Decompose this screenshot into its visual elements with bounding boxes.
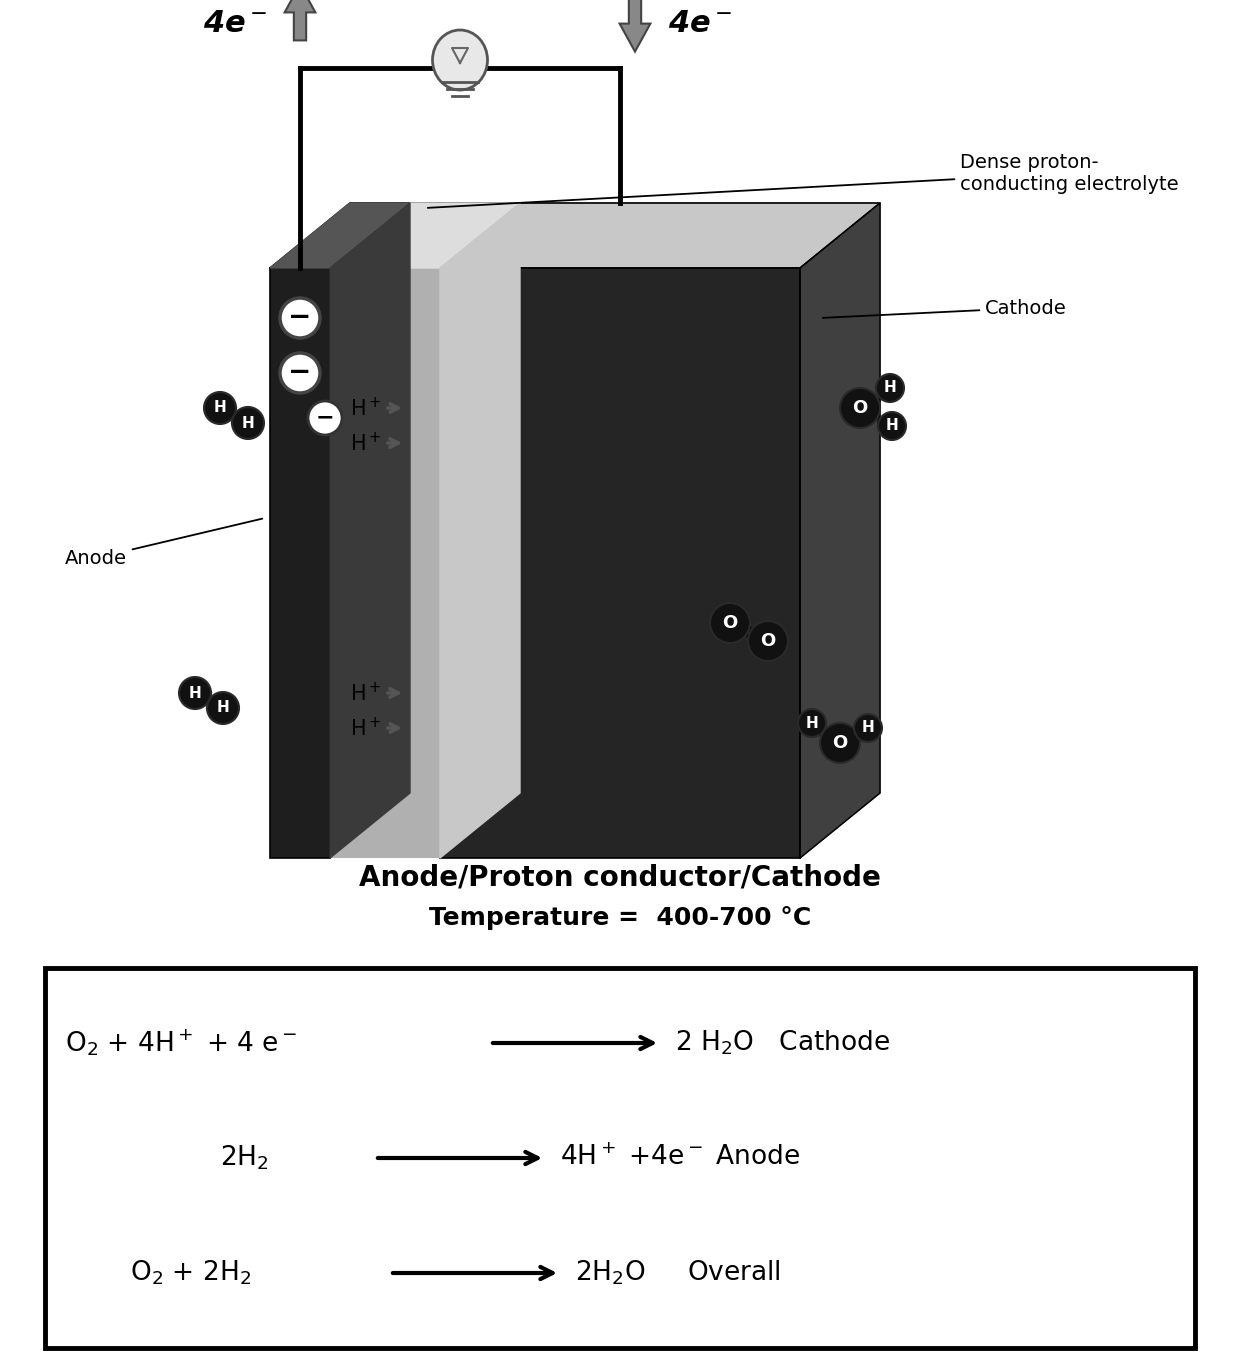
Polygon shape (800, 202, 880, 858)
Text: −: − (289, 358, 311, 386)
Bar (270, 268, 330, 858)
Polygon shape (440, 202, 520, 858)
Text: H: H (862, 721, 874, 736)
Text: 4H$^+$ +4e$^-$ Anode: 4H$^+$ +4e$^-$ Anode (560, 1145, 800, 1171)
Circle shape (854, 714, 882, 741)
Text: H$^+$: H$^+$ (350, 681, 382, 705)
Circle shape (878, 412, 906, 440)
Text: Dense proton-
conducting electrolyte: Dense proton- conducting electrolyte (428, 152, 1179, 208)
Circle shape (820, 724, 861, 763)
Circle shape (875, 373, 904, 402)
Text: H$^+$: H$^+$ (350, 717, 382, 740)
Text: H: H (213, 401, 227, 416)
Text: H: H (217, 700, 229, 715)
Text: Anode/Proton conductor/Cathode: Anode/Proton conductor/Cathode (360, 865, 880, 892)
Circle shape (280, 353, 320, 393)
Text: Anode: Anode (64, 518, 263, 568)
Ellipse shape (433, 30, 487, 90)
Text: H: H (242, 416, 254, 431)
Text: H: H (188, 685, 201, 700)
Text: −: − (289, 302, 311, 331)
Text: Cathode: Cathode (823, 298, 1066, 317)
Circle shape (280, 298, 320, 338)
Polygon shape (270, 202, 410, 268)
Text: 2H$_2$O     Overall: 2H$_2$O Overall (575, 1259, 781, 1287)
Circle shape (711, 603, 750, 643)
Text: O: O (832, 735, 848, 752)
Circle shape (232, 408, 264, 439)
Text: H: H (885, 419, 898, 434)
Circle shape (839, 389, 880, 428)
Circle shape (799, 709, 826, 737)
Bar (330, 268, 440, 858)
Text: O: O (852, 399, 868, 417)
Text: H: H (884, 380, 897, 395)
Text: 4e$^-$: 4e$^-$ (668, 8, 732, 37)
Text: H: H (806, 715, 818, 731)
Text: 4e$^-$: 4e$^-$ (203, 8, 267, 37)
Text: Temperature =  400-700 °C: Temperature = 400-700 °C (429, 906, 811, 930)
Polygon shape (330, 202, 410, 858)
Circle shape (207, 692, 239, 724)
Text: O$_2$ + 4H$^+$ + 4 e$^-$: O$_2$ + 4H$^+$ + 4 e$^-$ (64, 1027, 298, 1059)
Circle shape (179, 677, 211, 709)
Circle shape (308, 401, 342, 435)
Text: 2 H$_2$O   Cathode: 2 H$_2$O Cathode (675, 1029, 890, 1057)
Text: O$_2$ + 2H$_2$: O$_2$ + 2H$_2$ (130, 1259, 252, 1287)
Bar (440, 268, 800, 858)
Text: H$^+$: H$^+$ (350, 397, 382, 420)
Text: O: O (760, 632, 776, 650)
Text: −: − (316, 408, 335, 427)
Polygon shape (285, 0, 315, 41)
Text: O: O (723, 614, 738, 632)
Text: H$^+$: H$^+$ (350, 431, 382, 454)
FancyBboxPatch shape (45, 969, 1195, 1347)
Polygon shape (620, 0, 651, 52)
Polygon shape (270, 202, 880, 268)
Circle shape (205, 393, 236, 424)
Circle shape (748, 621, 787, 661)
Text: 2H$_2$: 2H$_2$ (219, 1144, 269, 1172)
Polygon shape (330, 202, 520, 268)
